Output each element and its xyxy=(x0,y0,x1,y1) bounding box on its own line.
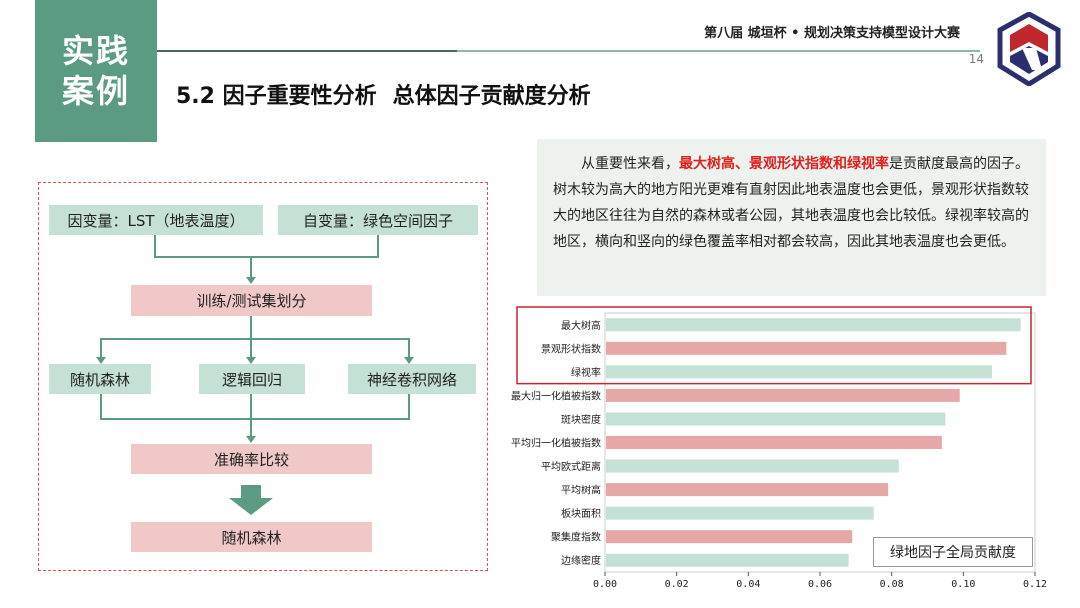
flow-connector xyxy=(408,339,410,357)
header-divider xyxy=(157,50,980,52)
flow-connector xyxy=(154,235,156,257)
y-tick-label: 平均树高 xyxy=(561,484,601,497)
accuracy-compare-box: 准确率比较 xyxy=(131,444,372,474)
flow-connector xyxy=(250,257,252,277)
top-factors-highlight-box xyxy=(516,306,1032,385)
bar xyxy=(606,318,1021,332)
badge-line-1: 实践 xyxy=(61,32,130,70)
factor-importance-chart: 最大树高景观形状指数绿视率最大归一化植被指数斑块密度平均归一化植被指数平均欧式距… xyxy=(511,306,1047,590)
x-tick-label: 0.02 xyxy=(665,579,689,590)
chart-legend: 绿地因子全局贡献度 xyxy=(873,537,1033,567)
y-tick-label: 绿视率 xyxy=(571,366,601,379)
train-test-split-box: 训练/测试集划分 xyxy=(131,285,372,316)
result-arrow-icon xyxy=(229,485,273,515)
arrow-down-icon xyxy=(246,357,256,364)
flow-connector xyxy=(250,316,252,338)
page-number: 14 xyxy=(968,52,984,66)
method-flowchart xyxy=(38,182,488,571)
bar xyxy=(606,483,889,497)
x-tick-label: 0.10 xyxy=(951,579,975,590)
arrow-down-icon xyxy=(246,277,256,284)
x-tick-label: 0.12 xyxy=(1023,579,1047,590)
flow-connector xyxy=(250,339,252,357)
competition-logo-icon xyxy=(997,12,1061,86)
header-divider-accent xyxy=(157,50,457,52)
x-tick-label: 0.06 xyxy=(808,579,832,590)
badge-line-2: 案例 xyxy=(61,72,130,110)
x-tick-label: 0.00 xyxy=(593,579,617,590)
flow-connector xyxy=(250,419,252,436)
arrow-down-icon xyxy=(96,357,106,364)
bar xyxy=(606,388,960,402)
flow-connector xyxy=(100,339,102,357)
flow-connector xyxy=(408,394,410,419)
x-tick-label: 0.08 xyxy=(880,579,904,590)
bar xyxy=(606,459,899,473)
arrow-down-icon xyxy=(246,436,256,443)
description-highlight: 最大树高、景观形状指数和绿视率 xyxy=(679,156,889,172)
bar xyxy=(606,436,942,449)
section-badge: 实践 案例 xyxy=(35,0,157,142)
bar xyxy=(606,530,853,544)
y-tick-label: 最大归一化植被指数 xyxy=(511,389,601,402)
y-tick-label: 边缘密度 xyxy=(561,554,601,567)
model-logistic-regression-box: 逻辑回归 xyxy=(199,364,305,394)
description-prefix: 从重要性来看， xyxy=(581,156,679,172)
flow-connector xyxy=(100,394,102,419)
arrow-down-icon xyxy=(404,357,414,364)
title-sub: 总体因子贡献度分析 xyxy=(392,84,591,109)
bar xyxy=(606,412,946,426)
flow-connector xyxy=(250,394,252,419)
bar xyxy=(606,553,849,567)
slide-title: 5.2 因子重要性分析 总体因子贡献度分析 xyxy=(176,78,591,110)
bar xyxy=(606,341,1007,355)
flow-connector xyxy=(100,418,410,420)
competition-title: 第八届 城垣杯 • 规划决策支持模型设计大赛 xyxy=(704,26,960,41)
analysis-description: 从重要性来看，最大树高、景观形状指数和绿视率是贡献度最高的因子。树木较为高大的地… xyxy=(537,139,1046,296)
bar xyxy=(606,365,992,379)
y-tick-label: 斑块密度 xyxy=(561,413,601,426)
model-cnn-box: 神经卷积网络 xyxy=(348,364,476,394)
y-tick-label: 聚集度指数 xyxy=(551,531,601,544)
title-main: 5.2 因子重要性分析 xyxy=(176,84,377,109)
flow-connector xyxy=(100,338,410,340)
flow-connector xyxy=(154,256,379,258)
y-tick-label: 平均欧式距离 xyxy=(541,460,601,473)
y-tick-label: 最大树高 xyxy=(561,319,601,332)
independent-variable-box: 自变量：绿色空间因子 xyxy=(278,205,478,235)
dependent-variable-box: 因变量：LST（地表温度） xyxy=(49,205,263,235)
flow-connector xyxy=(377,235,379,257)
result-box: 随机森林 xyxy=(131,522,372,552)
y-tick-label: 平均归一化植被指数 xyxy=(511,437,601,450)
model-random-forest-box: 随机森林 xyxy=(49,364,151,394)
description-suffix: 是贡献度最高的因子。树木较为高大的地方阳光更难有直射因此地表温度也会更低，景观形… xyxy=(553,156,1029,250)
y-tick-label: 板块面积 xyxy=(561,507,601,520)
y-tick-label: 景观形状指数 xyxy=(541,342,601,355)
bar xyxy=(606,506,874,520)
x-tick-label: 0.04 xyxy=(736,579,760,590)
